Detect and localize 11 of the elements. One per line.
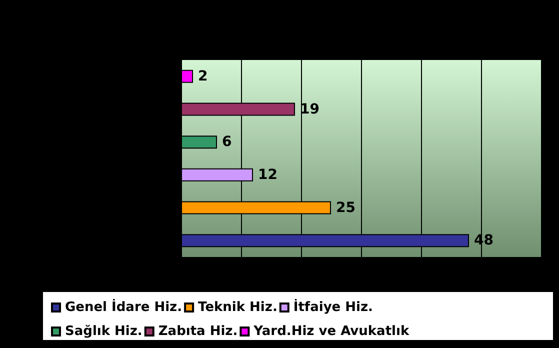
data-label: 6 (222, 134, 232, 150)
legend-label: Yard.Hiz ve Avukatlık (252, 324, 410, 339)
legend-label: Zabıta Hiz. (158, 324, 238, 339)
data-label: 25 (336, 200, 356, 216)
legend-label: İtfaiye Hiz. (293, 298, 373, 315)
data-label: 12 (258, 166, 278, 183)
data-label: 2 (198, 68, 208, 84)
data-label: 19 (300, 101, 320, 118)
legend-label: Teknik Hiz. (198, 300, 278, 315)
legend-label: Genel İdare Hiz. (65, 298, 182, 315)
legend-label: Sağlık Hiz. (65, 324, 142, 339)
